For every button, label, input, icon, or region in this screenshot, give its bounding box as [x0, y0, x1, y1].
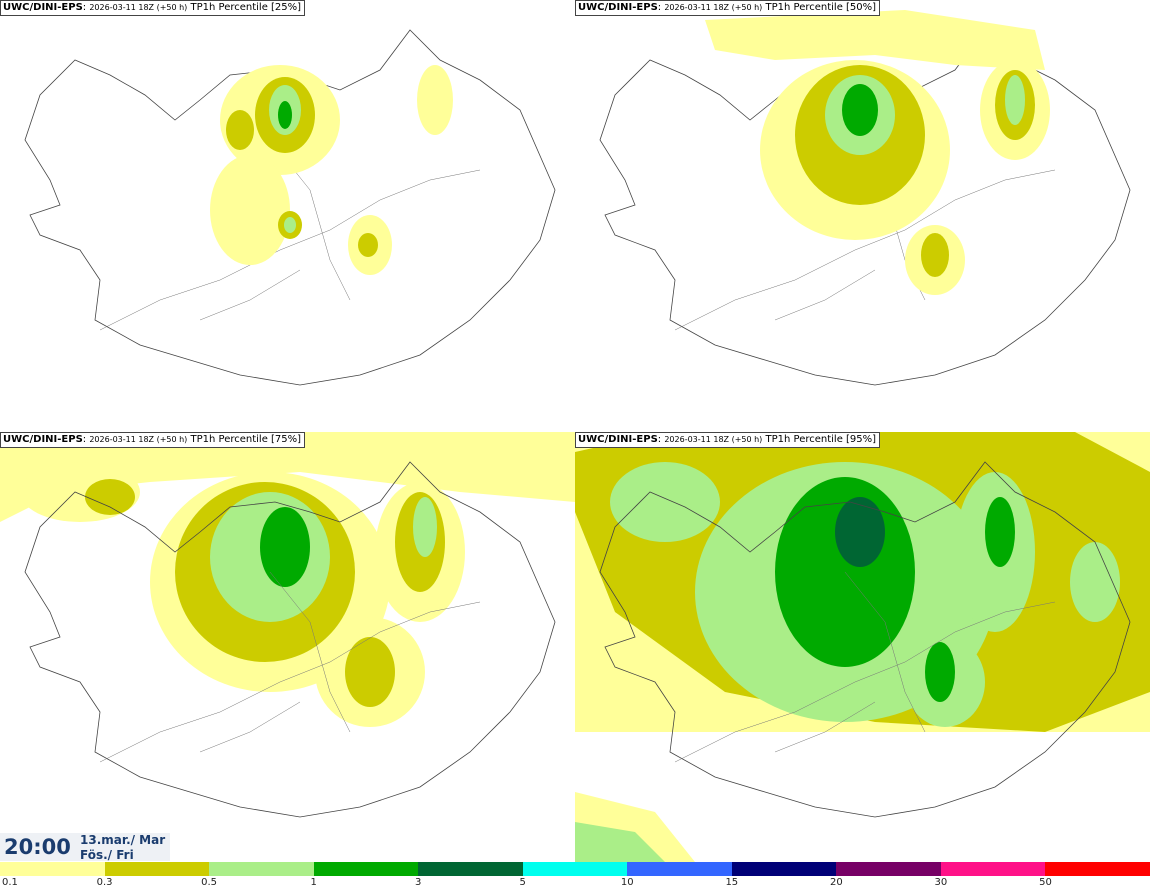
colorbar-ticks: 0.1 0.3 0.5 1 3 5 10 15 20 30 50 — [0, 876, 1150, 891]
colorbar-segment — [940, 862, 1046, 876]
valid-date-line2: Fös./ Fri — [80, 848, 134, 862]
colorbar-tick-label: 20 — [829, 877, 843, 888]
precip-area — [1005, 75, 1025, 125]
colorbar-segment — [731, 862, 837, 876]
map-panel-p50: UWC/DINI-EPS: 2026-03-11 18Z (+50 h) TP1… — [575, 0, 1150, 430]
map-panel-p75: UWC/DINI-EPS: 2026-03-11 18Z (+50 h) TP1… — [0, 432, 575, 862]
precip-area — [226, 110, 254, 150]
coastline — [24, 29, 556, 386]
road-network — [674, 571, 1056, 763]
valid-date: 13.mar./ Mar Fös./ Fri — [80, 833, 165, 863]
precip-area — [835, 497, 885, 567]
precip-area — [85, 479, 135, 515]
colorbar-segment — [522, 862, 628, 876]
precip-area — [925, 642, 955, 702]
panel-title: UWC/DINI-EPS: 2026-03-11 18Z (+50 h) TP1… — [575, 432, 881, 448]
colorbar-tick-label: 0.1 — [2, 877, 18, 888]
precip-area — [985, 497, 1015, 567]
precip-area — [413, 497, 437, 557]
coastline — [599, 461, 1131, 818]
precip-area — [842, 84, 878, 136]
road-network — [99, 571, 481, 763]
colorbar-tick-label: 0.3 — [96, 877, 113, 888]
map-panel-p25: UWC/DINI-EPS: 2026-03-11 18Z (+50 h) TP1… — [0, 0, 575, 430]
colorbar-tick-label: 3 — [414, 877, 422, 888]
precip-area — [284, 217, 296, 233]
colorbar-tick-label: 30 — [934, 877, 948, 888]
colorbar-tick-label: 50 — [1039, 877, 1052, 888]
precip-area — [345, 637, 395, 707]
precip-area — [358, 233, 378, 257]
map-panel-p95: UWC/DINI-EPS: 2026-03-11 18Z (+50 h) TP1… — [575, 432, 1150, 862]
precip-area — [705, 10, 1045, 70]
colorbar-segment — [313, 862, 419, 876]
precip-area — [921, 233, 949, 277]
precip-area — [575, 822, 665, 862]
precip-area — [260, 507, 310, 587]
colorbar-segment — [418, 862, 523, 876]
valid-time: 20:00 — [4, 835, 71, 859]
precip-area — [610, 462, 720, 542]
coastline — [24, 461, 556, 818]
colorbar-segment — [104, 862, 210, 876]
precip-area — [1070, 542, 1120, 622]
precip-area — [278, 101, 292, 129]
colorbar-segment — [209, 862, 314, 876]
iceland-map-p75 — [0, 432, 575, 818]
panel-title: UWC/DINI-EPS: 2026-03-11 18Z (+50 h) TP1… — [575, 0, 881, 16]
panel-title: UWC/DINI-EPS: 2026-03-11 18Z (+50 h) TP1… — [0, 0, 306, 16]
iceland-map-p50 — [599, 10, 1131, 386]
colorbar-tick-label: 0.5 — [201, 877, 218, 888]
colorbar-segment — [627, 862, 732, 876]
valid-date-line1: 13.mar./ Mar — [80, 833, 166, 847]
iceland-map-p25 — [24, 29, 556, 386]
colorbar-tick-label: 1 — [310, 877, 317, 888]
colorbar-segment — [836, 862, 941, 876]
panel-title: UWC/DINI-EPS: 2026-03-11 18Z (+50 h) TP1… — [0, 432, 306, 448]
precip-area — [0, 432, 575, 522]
precip-area — [417, 65, 453, 135]
colorbar-tick-label: 15 — [725, 877, 739, 888]
colorbar — [0, 862, 1150, 876]
valid-time-box: 20:00 13.mar./ Mar Fös./ Fri — [0, 833, 170, 863]
colorbar-segment — [1045, 862, 1150, 876]
iceland-map-p95 — [575, 432, 1150, 862]
precip-area — [210, 155, 290, 265]
colorbar-segment — [0, 862, 105, 876]
colorbar-tick-label: 5 — [519, 877, 526, 888]
colorbar-tick-label: 10 — [620, 877, 634, 888]
